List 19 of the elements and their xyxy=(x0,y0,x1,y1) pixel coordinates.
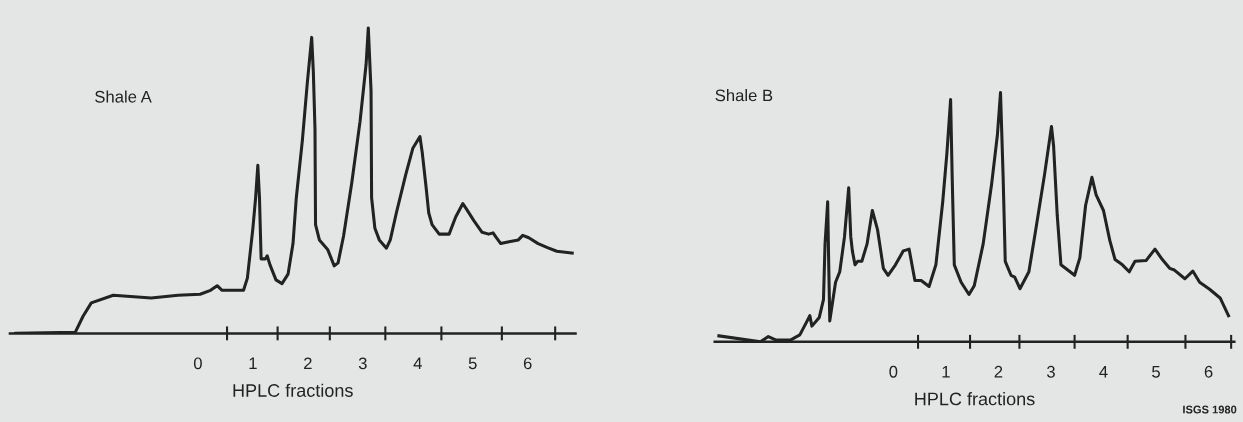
x-tick-label: 2 xyxy=(994,365,1003,378)
x-tick-label: 2 xyxy=(304,357,312,370)
x-tick-label: 4 xyxy=(1099,366,1108,378)
x-axis-title: HPLC fractions xyxy=(915,392,1035,406)
x-tick-label: 1 xyxy=(942,366,950,378)
x-tick-label: 0 xyxy=(193,357,202,370)
x-tick-label: 4 xyxy=(413,357,422,370)
chart-title: Shale B xyxy=(715,89,773,102)
x-tick-label: 1 xyxy=(249,357,257,370)
x-tick-label: 6 xyxy=(1204,365,1213,378)
text: Shale A xyxy=(95,90,152,103)
x-tick-label: 6 xyxy=(523,357,532,370)
text: ISGS 1980 xyxy=(1183,405,1237,414)
x-tick-label: 5 xyxy=(468,357,477,370)
x-tick-label: 3 xyxy=(358,357,367,370)
x-tick-label: 5 xyxy=(1152,366,1160,378)
x-tick-label: 3 xyxy=(1046,365,1055,378)
x-axis-title: HPLC fractions xyxy=(233,383,353,397)
x-tick-label: 0 xyxy=(889,365,898,378)
